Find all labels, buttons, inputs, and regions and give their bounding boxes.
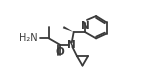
Polygon shape	[63, 26, 74, 32]
Text: O: O	[56, 47, 64, 57]
Text: H₂N: H₂N	[19, 33, 37, 43]
Text: N: N	[81, 21, 89, 31]
Text: N: N	[67, 40, 76, 50]
